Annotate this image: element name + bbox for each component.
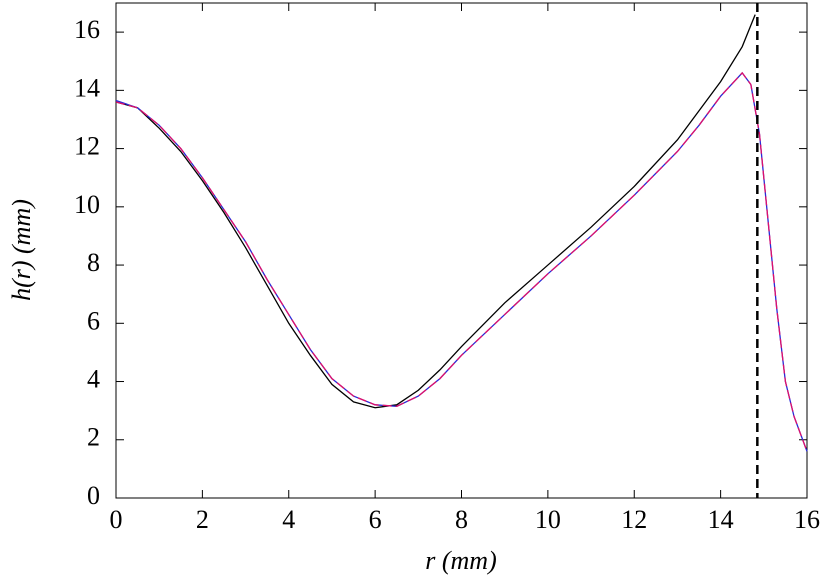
data-line: [115, 71, 808, 452]
plot-frame: [115, 2, 808, 499]
x-tick-label: 16: [794, 505, 820, 534]
x-tick-label: 2: [196, 505, 209, 534]
x-tick-label: 14: [708, 505, 734, 534]
x-tick-label: 12: [621, 505, 647, 534]
y-tick-label: 14: [74, 73, 100, 102]
x-axis-label: r (mm): [425, 546, 497, 575]
x-tick-label: 6: [369, 505, 382, 534]
y-tick-label: 0: [87, 481, 100, 510]
y-tick-label: 16: [74, 15, 100, 44]
data-line: [115, 71, 808, 452]
x-tick-label: 8: [455, 505, 468, 534]
y-tick-label: 12: [74, 132, 100, 161]
x-tick-label: 4: [282, 505, 295, 534]
y-tick-label: 2: [87, 423, 100, 452]
x-tick-label: 0: [110, 505, 123, 534]
y-axis-label: h(r) (mm): [7, 199, 36, 301]
y-tick-label: 4: [87, 364, 100, 393]
y-tick-label: 8: [87, 248, 100, 277]
x-tick-label: 10: [535, 505, 561, 534]
data-line: [115, 14, 756, 409]
y-tick-label: 6: [87, 306, 100, 335]
y-tick-label: 10: [74, 190, 100, 219]
